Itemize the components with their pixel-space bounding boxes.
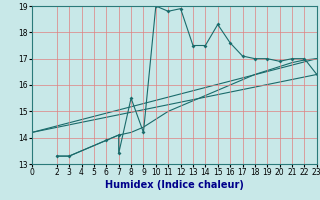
X-axis label: Humidex (Indice chaleur): Humidex (Indice chaleur) xyxy=(105,180,244,190)
